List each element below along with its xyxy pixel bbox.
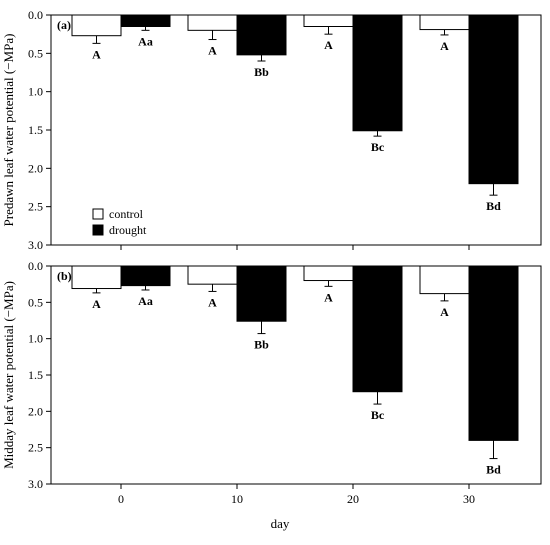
control-bar — [303, 14, 354, 27]
drought-bar — [236, 265, 287, 322]
x-tick-label: 10 — [231, 492, 243, 506]
significance-label: Bc — [371, 140, 385, 154]
y-tick-label: 1.5 — [28, 368, 43, 382]
drought-bar — [120, 14, 171, 27]
significance-label: Bd — [486, 463, 501, 477]
y-tick-label: 2.5 — [28, 441, 43, 455]
y-tick-label: 0.5 — [28, 295, 43, 309]
control-bar — [419, 14, 470, 31]
x-tick-label: 20 — [347, 492, 359, 506]
y-tick-label: 1.5 — [28, 123, 43, 137]
control-bar — [419, 265, 470, 295]
panel-a: 0.0 0.5 1.0 1.5 2.0 2.5 3.0 Predawn leaf water … — [1, 8, 542, 252]
legend-swatch-control — [92, 208, 104, 220]
significance-label: A — [92, 47, 101, 61]
significance-label: Bc — [371, 408, 385, 422]
drought-bar — [236, 14, 287, 56]
panel-label: (b) — [57, 269, 72, 283]
plot-frame — [50, 265, 542, 485]
drought-bar — [468, 265, 519, 441]
y-tick-label: 0.0 — [28, 259, 43, 273]
drought-bar — [468, 14, 519, 185]
y-tick-label: 3.0 — [28, 238, 43, 252]
significance-label: A — [208, 295, 217, 309]
y-tick-label: 0.5 — [28, 46, 43, 60]
x-tick-label: 30 — [463, 492, 475, 506]
significance-label: A — [208, 44, 217, 58]
legend-label-drought: drought — [109, 223, 147, 237]
significance-label: A — [92, 297, 101, 311]
significance-label: A — [324, 38, 333, 52]
panel-b: 0.0 0.5 1.0 1.5 2.0 2.5 3.0 Midday leaf water p… — [1, 259, 542, 506]
y-tick-label: 2.0 — [28, 404, 43, 418]
legend-label-control: control — [109, 207, 144, 221]
y-tick-label: 0.0 — [28, 8, 43, 22]
panel-label: (a) — [57, 18, 71, 32]
significance-label: Bb — [254, 65, 269, 79]
control-bar — [71, 265, 122, 290]
significance-label: Bd — [486, 199, 501, 213]
significance-label: Aa — [138, 294, 153, 308]
x-tick-label: 0 — [118, 492, 124, 506]
drought-bar — [352, 14, 403, 132]
control-bar — [71, 14, 122, 37]
y-tick-label: 2.0 — [28, 161, 43, 175]
legend-swatch-drought — [92, 224, 104, 236]
y-tick-label: 3.0 — [28, 477, 43, 491]
y-tick-label: 1.0 — [28, 85, 43, 99]
significance-label: Bb — [254, 338, 269, 352]
y-axis-title: Predawn leaf water potential (−MPa) — [1, 34, 16, 227]
significance-label: A — [440, 39, 449, 53]
significance-label: A — [324, 290, 333, 304]
significance-label: A — [440, 305, 449, 319]
drought-bar — [120, 265, 171, 287]
control-bar — [187, 265, 238, 285]
drought-bar — [352, 265, 403, 393]
control-bar — [303, 265, 354, 282]
y-tick-label: 2.5 — [28, 200, 43, 214]
y-tick-label: 1.0 — [28, 332, 43, 346]
significance-label: Aa — [138, 34, 153, 48]
control-bar — [187, 14, 238, 31]
x-axis-title: day — [271, 516, 290, 531]
y-axis-title: Midday leaf water potential (−MPa) — [1, 281, 16, 469]
